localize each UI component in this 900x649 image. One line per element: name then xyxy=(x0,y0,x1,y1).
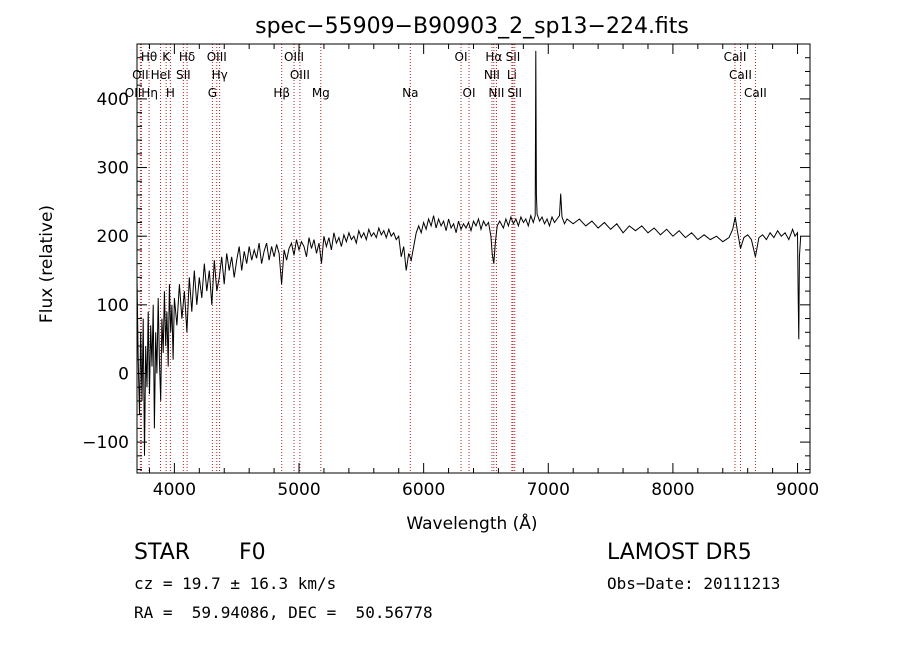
spectral-line-label: CaII xyxy=(724,50,747,64)
survey-name: LAMOST DR5 xyxy=(607,540,752,565)
spectral-line-label: K xyxy=(162,50,171,64)
spectral-line-label: H xyxy=(166,86,175,100)
spectral-line-label: OIII xyxy=(284,50,304,64)
spectral-line-label: Hθ xyxy=(141,50,157,64)
spectral-line-label: OIII xyxy=(207,50,227,64)
y-tick-label: 200 xyxy=(97,227,129,247)
spectral-line-label: Hα xyxy=(485,50,502,64)
spectral-lines-layer: Hθ K Hδ OIII OIII OI Hα SII CaII OII HeI SII Hγ OIII N… xyxy=(125,44,767,473)
spectral-line-label: SII xyxy=(507,86,522,100)
redshift-cz: cz = 19.7 ± 16.3 km/s xyxy=(134,574,337,593)
x-tick-label: 5000 xyxy=(277,480,320,500)
spectrum-layer xyxy=(136,50,802,456)
spectral-line-label: CaII xyxy=(744,86,767,100)
spectral-line-label: SII xyxy=(176,68,191,82)
object-subclass: F0 xyxy=(239,540,266,565)
spectrum-series xyxy=(136,50,802,456)
obs-date: Obs−Date: 20111213 xyxy=(607,574,781,593)
spectral-line-label: OIIHη xyxy=(125,86,158,100)
y-tick-label: 400 xyxy=(97,90,129,110)
spectral-line-label: NII xyxy=(488,86,504,100)
x-tick-label: 8000 xyxy=(651,480,694,500)
spectral-line-label: OIII xyxy=(290,68,310,82)
y-tick-label: −100 xyxy=(82,433,129,453)
spectral-line-label: Hδ xyxy=(179,50,195,64)
x-tick-label: 6000 xyxy=(402,480,445,500)
spectral-line-label: Mg xyxy=(312,86,330,100)
spectral-line-label: NII xyxy=(484,68,500,82)
y-tick-label: 0 xyxy=(118,364,129,384)
object-class: STAR xyxy=(134,540,191,565)
spectral-line-label: Na xyxy=(402,86,418,100)
spectral-line-label: OI xyxy=(455,50,468,64)
spectral-line-label: SII xyxy=(506,50,521,64)
spectral-line-label: OII xyxy=(132,68,149,82)
spectral-line-label: Hβ xyxy=(273,86,290,100)
x-axis-label: Wavelength (Å) xyxy=(406,512,537,534)
x-tick-label: 4000 xyxy=(153,480,196,500)
y-tick-label: 100 xyxy=(97,296,129,316)
x-tick-label: 9000 xyxy=(776,480,819,500)
chart-title: spec−55909−B90903_2_sp13−224.fits xyxy=(255,14,689,39)
spectral-line-label: Hγ xyxy=(212,68,228,82)
spectral-line-label: CaII xyxy=(729,68,752,82)
spectral-line-label: HeI xyxy=(151,68,171,82)
spectral-line-label: G xyxy=(208,86,217,100)
ra-dec-coords: RA = 59.94086, DEC = 50.56778 xyxy=(134,603,433,622)
y-axis-label: Flux (relative) xyxy=(37,205,57,323)
spectral-line-label: OI xyxy=(463,86,476,100)
x-tick-label: 7000 xyxy=(527,480,570,500)
spectral-line-label: Li xyxy=(507,68,517,82)
axis-ticks-layer: 4000 5000 6000 7000 8000 9000 −100 0 100 200 300 40… xyxy=(82,44,819,500)
y-tick-label: 300 xyxy=(97,159,129,179)
plot-frame xyxy=(136,43,811,474)
